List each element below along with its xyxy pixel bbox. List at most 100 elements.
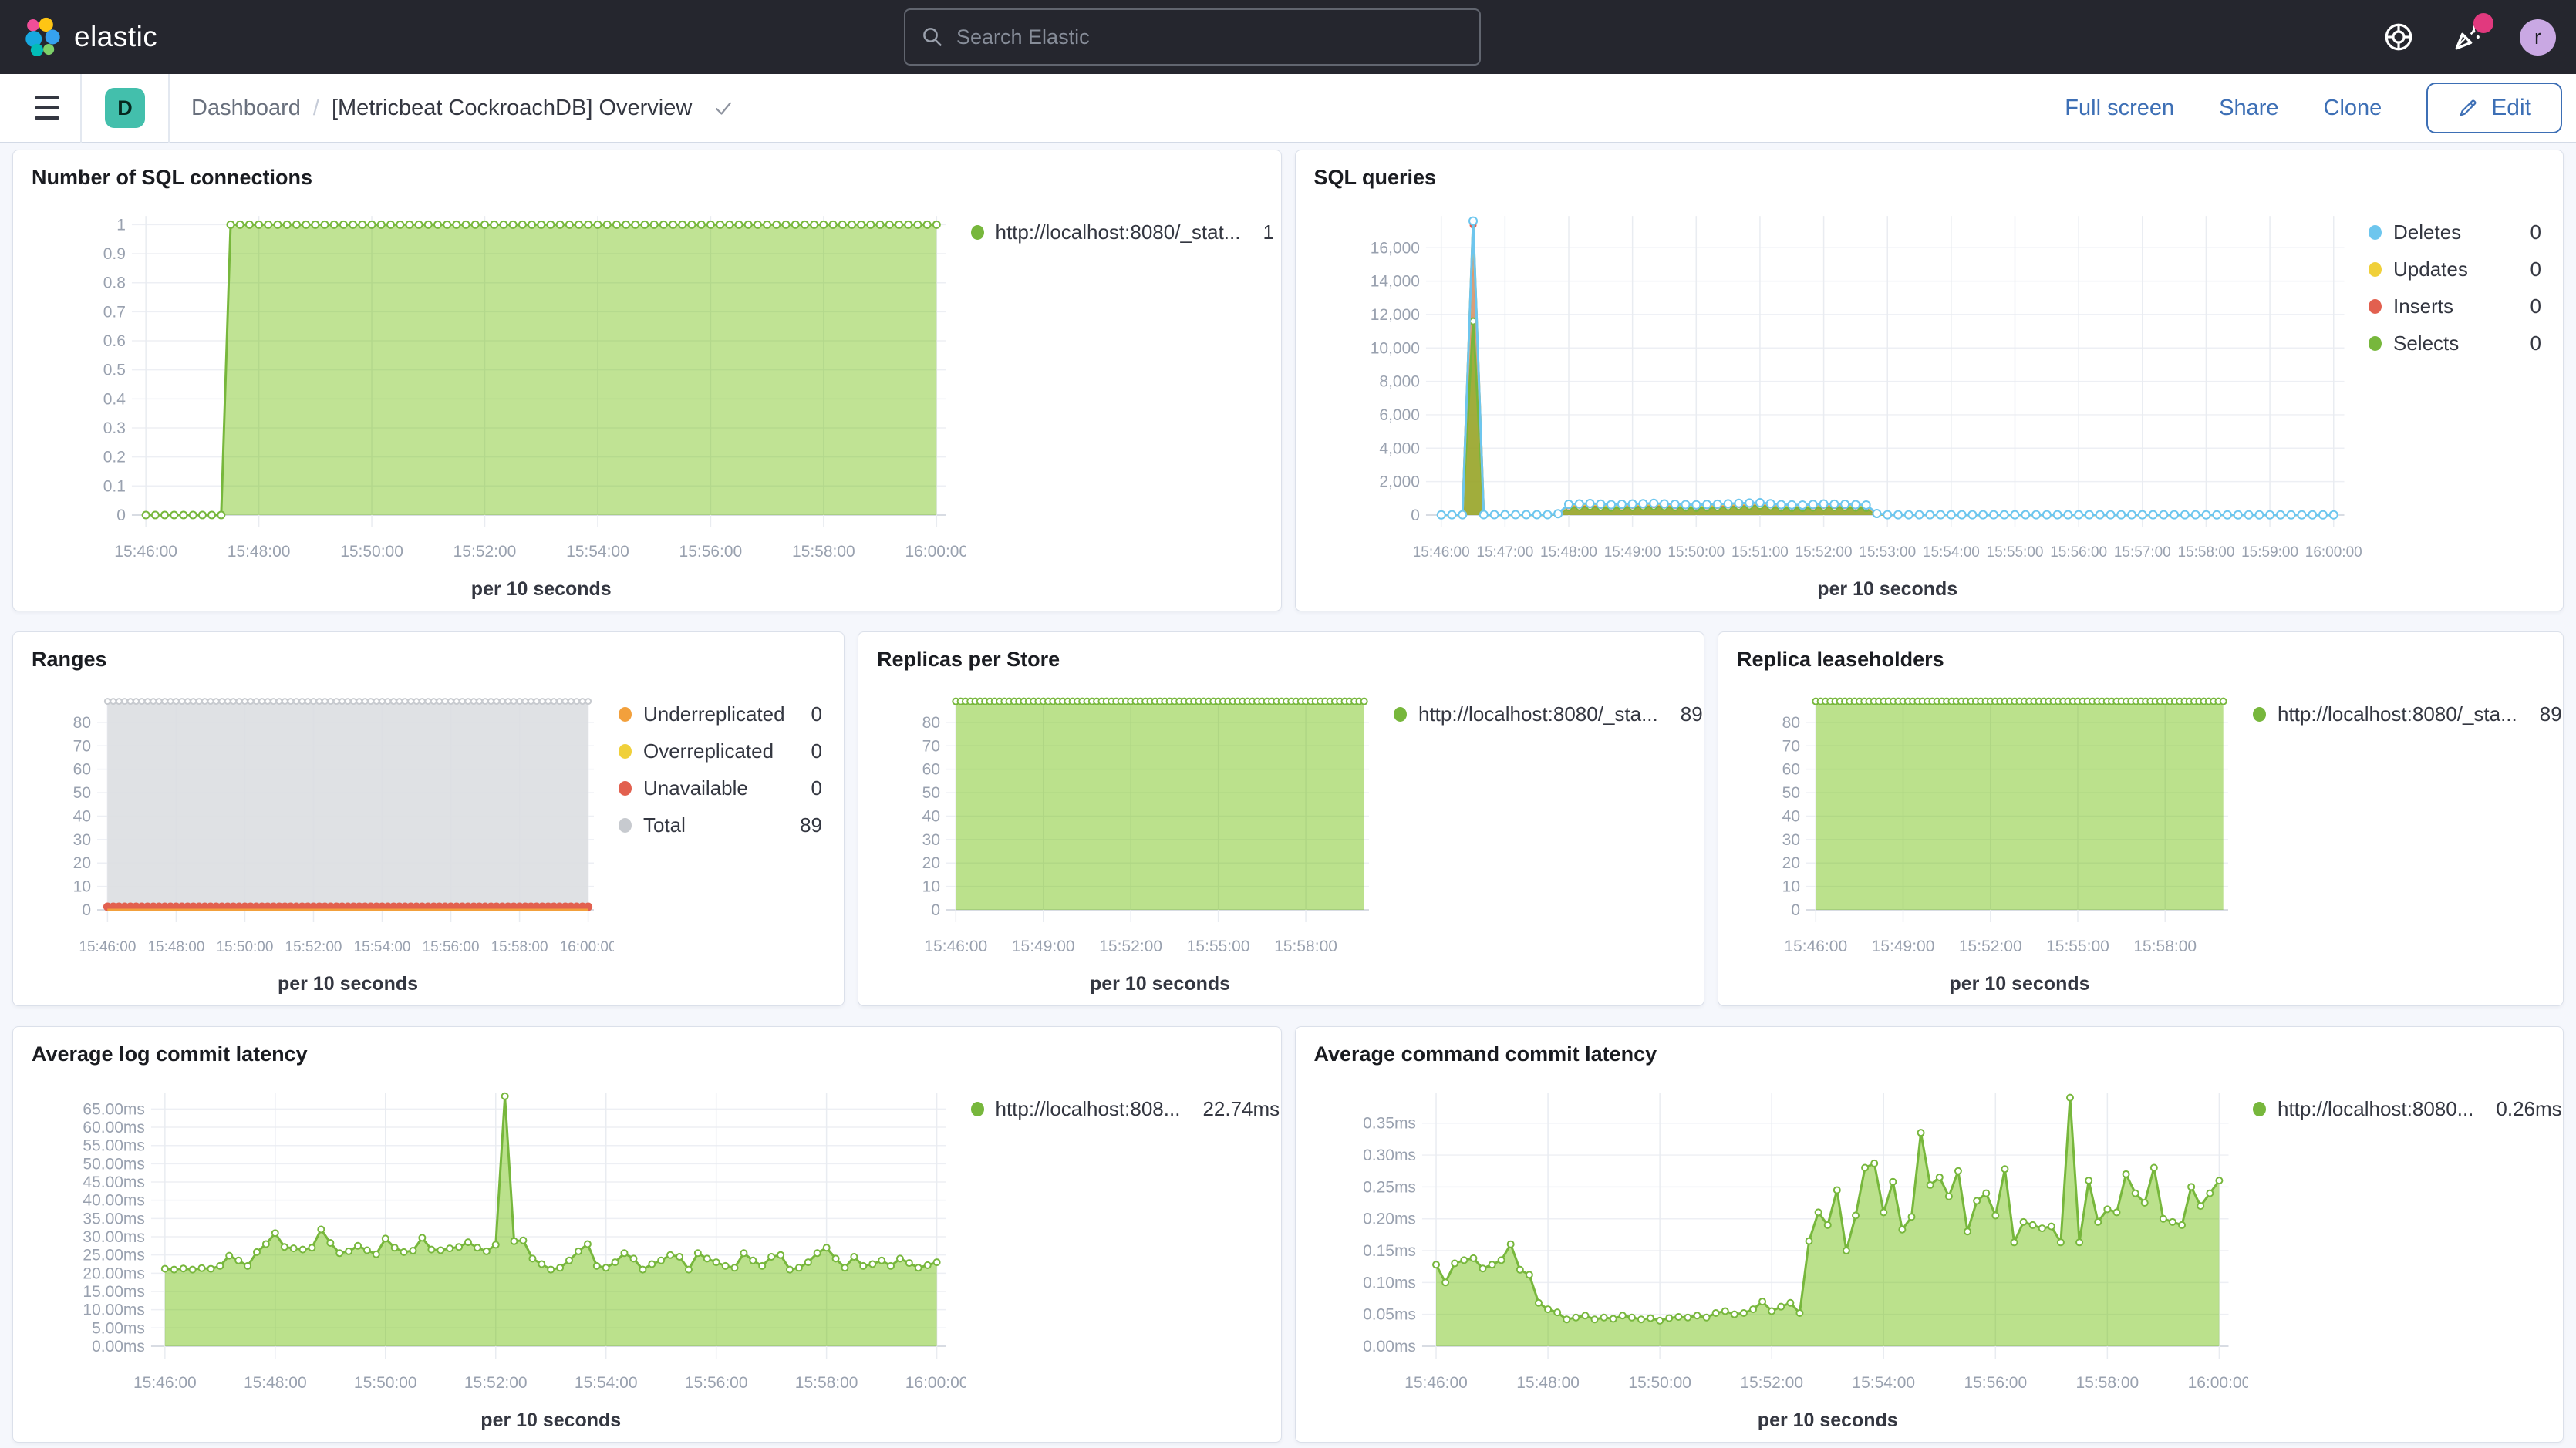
svg-text:15:58:00: 15:58:00 xyxy=(491,939,548,955)
legend-item[interactable]: http://localhost:8080/_sta... 89 xyxy=(1394,702,1703,726)
svg-text:0.4: 0.4 xyxy=(103,390,126,408)
elastic-logo-icon xyxy=(25,17,60,56)
legend-label: http://localhost:808... xyxy=(995,1097,1181,1120)
user-avatar[interactable]: r xyxy=(2520,19,2556,56)
replica-leaseholders-chart[interactable]: 0 10 20 30 40 50 60 70 80 15:46:00 15:49:00 15:52:0… xyxy=(1726,676,2248,1001)
svg-text:70: 70 xyxy=(922,737,940,755)
svg-text:50.00ms: 50.00ms xyxy=(83,1155,145,1173)
svg-text:15:46:00: 15:46:00 xyxy=(1404,1374,1468,1392)
legend-item[interactable]: Unavailable 0 xyxy=(619,776,822,800)
legend-label: Total xyxy=(643,813,686,837)
legend-dot xyxy=(970,225,984,240)
panel-title: Replica leaseholders xyxy=(1737,648,1944,671)
chart-legend: http://localhost:8080/_stat... 1 xyxy=(966,194,1275,606)
legend-value: 0.26ms xyxy=(2496,1097,2562,1120)
breadcrumb: Dashboard / [Metricbeat CockroachDB] Ove… xyxy=(191,96,735,121)
legend-item[interactable]: http://localhost:808... 22.74ms xyxy=(970,1097,1280,1121)
menu-hamburger-icon[interactable] xyxy=(14,96,80,120)
global-search-input[interactable]: Search Elastic xyxy=(904,8,1481,66)
elastic-logo[interactable]: elastic xyxy=(0,16,157,58)
svg-text:15:54:00: 15:54:00 xyxy=(575,1374,638,1392)
legend-item[interactable]: Total 89 xyxy=(619,813,822,837)
legend-item[interactable]: Deletes 0 xyxy=(2369,221,2541,244)
svg-text:15:54:00: 15:54:00 xyxy=(1852,1374,1915,1392)
legend-item[interactable]: Selects 0 xyxy=(2369,332,2541,355)
panel-replicas-per-store: Replicas per Store 0 10 20 30 40 50 60 70 80 15:4… xyxy=(858,631,1704,1006)
svg-text:20: 20 xyxy=(922,854,940,872)
svg-text:15:49:00: 15:49:00 xyxy=(1603,544,1661,561)
svg-text:15:46:00: 15:46:00 xyxy=(133,1374,197,1392)
breadcrumb-dashboard-link[interactable]: Dashboard xyxy=(191,95,301,120)
svg-text:50: 50 xyxy=(1782,784,1800,802)
svg-text:15:58:00: 15:58:00 xyxy=(1274,938,1337,955)
sql-queries-chart[interactable]: 0 2,000 4,000 6,000 8,000 10,000 12,000 14,000 1… xyxy=(1303,194,2365,606)
svg-text:per 10 seconds: per 10 seconds xyxy=(1949,973,2089,995)
legend-item[interactable]: Updates 0 xyxy=(2369,258,2541,281)
check-icon xyxy=(712,96,735,120)
legend-label: Overreplicated xyxy=(643,739,774,763)
svg-text:0.9: 0.9 xyxy=(103,245,126,263)
legend-item[interactable]: http://localhost:8080/_stat... 1 xyxy=(970,221,1274,244)
svg-text:10: 10 xyxy=(922,878,940,896)
svg-text:8,000: 8,000 xyxy=(1379,373,1420,391)
svg-text:20: 20 xyxy=(73,854,91,872)
svg-text:per 10 seconds: per 10 seconds xyxy=(1090,973,1230,995)
svg-text:15:46:00: 15:46:00 xyxy=(79,939,136,955)
svg-text:0.2: 0.2 xyxy=(103,449,126,466)
panel-title: Number of SQL connections xyxy=(32,166,313,189)
avg-log-commit-latency-chart[interactable]: 0.00ms5.00ms10.00ms15.00ms20.00ms25.00ms… xyxy=(21,1071,966,1437)
svg-text:15:51:00: 15:51:00 xyxy=(1731,544,1788,561)
svg-text:15:50:00: 15:50:00 xyxy=(340,543,403,561)
svg-text:15:56:00: 15:56:00 xyxy=(1964,1374,2027,1392)
dashboard-app-badge[interactable]: D xyxy=(105,88,145,128)
svg-text:15:56:00: 15:56:00 xyxy=(2050,544,2107,561)
svg-text:80: 80 xyxy=(73,714,91,732)
edit-button[interactable]: Edit xyxy=(2426,83,2562,133)
legend-value: 22.74ms xyxy=(1202,1097,1280,1120)
svg-text:15:56:00: 15:56:00 xyxy=(679,543,743,561)
svg-text:10,000: 10,000 xyxy=(1370,339,1419,357)
panel-avg-command-commit-latency: Average command commit latency 0.00ms 0.0… xyxy=(1294,1026,2564,1443)
share-button[interactable]: Share xyxy=(2219,95,2279,120)
legend-label: Inserts xyxy=(2393,295,2454,318)
svg-text:0.00ms: 0.00ms xyxy=(92,1338,145,1355)
svg-text:30: 30 xyxy=(922,831,940,849)
legend-item[interactable]: http://localhost:8080/_sta... 89 xyxy=(2253,702,2562,726)
svg-text:15:53:00: 15:53:00 xyxy=(1859,544,1916,561)
clone-button[interactable]: Clone xyxy=(2323,95,2382,120)
svg-text:per 10 seconds: per 10 seconds xyxy=(1757,1409,1897,1431)
svg-text:15:49:00: 15:49:00 xyxy=(1012,938,1075,955)
svg-text:0.00ms: 0.00ms xyxy=(1363,1338,1416,1355)
sql-connections-chart[interactable]: 0 0.1 0.2 0.3 0.4 0.5 0.6 0.7 0.8 0.9 1 15:46:00 15:… xyxy=(21,194,966,606)
legend-label: Deletes xyxy=(2393,221,2462,244)
svg-text:0.5: 0.5 xyxy=(103,362,126,379)
help-icon[interactable] xyxy=(2381,19,2416,55)
notification-dot xyxy=(2473,13,2493,33)
legend-item[interactable]: Overreplicated 0 xyxy=(619,739,822,763)
panel-avg-log-commit-latency: Average log commit latency 0.00ms 5.00ms 1… xyxy=(12,1026,1282,1443)
svg-text:70: 70 xyxy=(1782,737,1800,755)
svg-text:35.00ms: 35.00ms xyxy=(83,1210,145,1227)
news-feed-icon[interactable] xyxy=(2450,13,2493,55)
legend-item[interactable]: Underreplicated 0 xyxy=(619,702,822,726)
ranges-chart[interactable]: 0 10 20 30 40 50 60 70 80 15:46:00 15:48:00 15:50:0… xyxy=(21,676,614,1001)
legend-item[interactable]: http://localhost:8080... 0.26ms xyxy=(2253,1097,2562,1121)
replicas-per-store-chart[interactable]: 0 10 20 30 40 50 60 70 80 15:46:00 15:49:00 15:52:0… xyxy=(866,676,1389,1001)
svg-text:2,000: 2,000 xyxy=(1379,473,1420,491)
svg-text:15:48:00: 15:48:00 xyxy=(244,1374,307,1392)
svg-text:15:52:00: 15:52:00 xyxy=(1099,938,1162,955)
svg-text:15:50:00: 15:50:00 xyxy=(216,939,273,955)
legend-label: Selects xyxy=(2393,332,2460,355)
legend-item[interactable]: Inserts 0 xyxy=(2369,295,2541,318)
legend-dot xyxy=(2253,1102,2266,1116)
svg-text:15:48:00: 15:48:00 xyxy=(1516,1374,1580,1392)
svg-text:15:50:00: 15:50:00 xyxy=(354,1374,417,1392)
avg-command-commit-latency-chart[interactable]: 0.00ms 0.05ms 0.10ms 0.15ms 0.20ms 0.25ms 0.30… xyxy=(1303,1071,2249,1437)
svg-text:15:56:00: 15:56:00 xyxy=(423,939,480,955)
legend-dot xyxy=(619,818,632,833)
page-title: [Metricbeat CockroachDB] Overview xyxy=(331,95,693,120)
svg-text:60: 60 xyxy=(922,761,940,779)
chart-legend: http://localhost:8080/_sta... 89 xyxy=(1389,676,1703,1001)
svg-text:per 10 seconds: per 10 seconds xyxy=(471,578,612,600)
full-screen-button[interactable]: Full screen xyxy=(2065,95,2175,120)
